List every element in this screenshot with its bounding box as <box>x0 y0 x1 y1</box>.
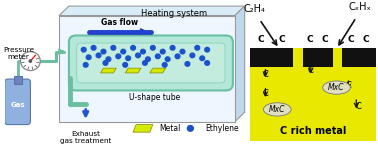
Polygon shape <box>133 125 153 132</box>
Circle shape <box>20 52 40 71</box>
Circle shape <box>83 63 88 67</box>
Circle shape <box>91 46 96 50</box>
Text: U-shape tube: U-shape tube <box>129 93 180 102</box>
Bar <box>303 48 333 67</box>
Circle shape <box>81 47 86 52</box>
Bar <box>342 48 376 67</box>
Circle shape <box>175 54 180 59</box>
Circle shape <box>126 56 130 60</box>
Circle shape <box>170 46 175 50</box>
Text: C: C <box>307 35 313 44</box>
Circle shape <box>106 57 111 61</box>
Circle shape <box>190 53 195 58</box>
Polygon shape <box>59 16 235 122</box>
Text: Metal: Metal <box>159 124 180 133</box>
Circle shape <box>160 49 165 54</box>
Text: Pressure
meter: Pressure meter <box>3 47 34 60</box>
Text: C: C <box>262 89 268 98</box>
FancyBboxPatch shape <box>5 79 30 125</box>
Polygon shape <box>150 68 166 73</box>
Text: C: C <box>363 35 369 44</box>
Text: C: C <box>279 35 285 44</box>
Text: Gas flow: Gas flow <box>101 18 138 27</box>
Text: C: C <box>262 70 268 79</box>
Circle shape <box>187 126 193 131</box>
Polygon shape <box>125 68 141 73</box>
Text: C: C <box>257 35 264 44</box>
Text: C: C <box>347 35 354 44</box>
Text: Exhaust
gas treatment: Exhaust gas treatment <box>60 131 112 144</box>
Text: C: C <box>308 66 314 75</box>
Circle shape <box>200 56 204 60</box>
FancyBboxPatch shape <box>77 43 225 83</box>
Circle shape <box>165 57 170 61</box>
Circle shape <box>123 63 127 67</box>
Circle shape <box>101 49 106 54</box>
Circle shape <box>131 46 135 50</box>
Ellipse shape <box>323 81 350 94</box>
Circle shape <box>136 53 140 58</box>
Text: Heating system: Heating system <box>141 9 208 18</box>
Bar <box>249 48 293 67</box>
Bar <box>14 76 22 84</box>
Circle shape <box>96 53 101 58</box>
Circle shape <box>146 57 150 61</box>
FancyBboxPatch shape <box>69 35 233 91</box>
Circle shape <box>29 60 32 62</box>
Circle shape <box>86 55 91 60</box>
Polygon shape <box>59 6 245 16</box>
Circle shape <box>185 62 190 66</box>
Text: C rich metal: C rich metal <box>280 126 346 136</box>
Ellipse shape <box>263 103 291 116</box>
Circle shape <box>162 63 167 67</box>
Circle shape <box>150 46 155 50</box>
Text: C: C <box>345 81 351 90</box>
Text: CₓHₓ: CₓHₓ <box>349 2 372 12</box>
Text: C₂H₄: C₂H₄ <box>243 4 265 14</box>
Bar <box>249 48 376 141</box>
Text: C: C <box>321 35 328 44</box>
Circle shape <box>103 61 108 65</box>
Text: C: C <box>355 102 361 111</box>
Text: Ethylene: Ethylene <box>205 124 239 133</box>
Circle shape <box>180 49 185 54</box>
Circle shape <box>205 47 209 52</box>
Polygon shape <box>101 68 116 73</box>
Circle shape <box>111 46 116 50</box>
Circle shape <box>116 54 121 59</box>
Circle shape <box>195 46 200 50</box>
Text: Gas: Gas <box>10 102 25 108</box>
Circle shape <box>143 61 147 65</box>
Circle shape <box>155 54 160 59</box>
Polygon shape <box>235 6 245 122</box>
Circle shape <box>121 49 125 54</box>
Circle shape <box>141 49 145 54</box>
Circle shape <box>205 61 209 65</box>
Text: MxC: MxC <box>269 105 285 114</box>
Text: MxC: MxC <box>328 83 345 92</box>
